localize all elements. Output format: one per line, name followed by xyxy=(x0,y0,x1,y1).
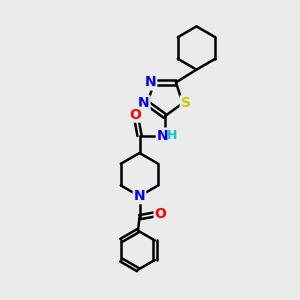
Text: N: N xyxy=(134,189,145,203)
Text: N: N xyxy=(157,129,168,142)
Text: N: N xyxy=(145,76,156,89)
Text: H: H xyxy=(167,129,177,142)
Text: S: S xyxy=(181,96,191,110)
Text: O: O xyxy=(154,207,166,221)
Text: N: N xyxy=(138,96,149,110)
Text: O: O xyxy=(129,108,141,122)
